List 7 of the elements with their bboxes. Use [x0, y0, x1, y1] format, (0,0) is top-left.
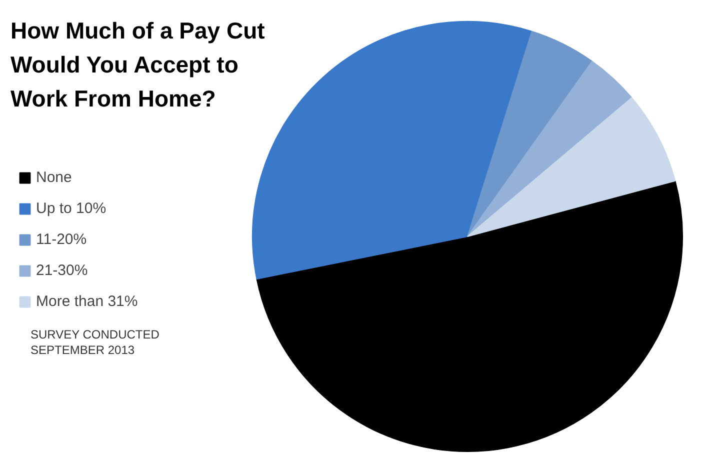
- legend-label: 11-20%: [36, 231, 87, 248]
- text: SURVEY CONDUCTED SEPTEMBER 2013: [30, 328, 160, 357]
- legend-label: Up to 10%: [36, 200, 106, 217]
- legend-label: More than 31%: [36, 293, 138, 310]
- legend-label: 21-30%: [36, 262, 88, 279]
- legend-label: None: [36, 169, 72, 186]
- text: How Much of a Pay Cut Would You Accept to Work From Home?: [10, 18, 266, 112]
